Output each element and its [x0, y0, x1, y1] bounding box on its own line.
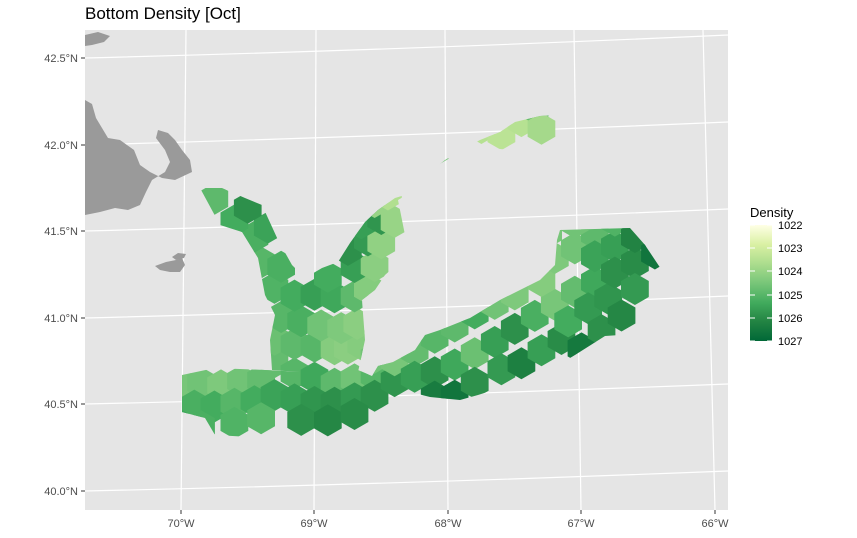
- y-tick-label: 40.0°N: [44, 486, 78, 498]
- grid-lon-68: [444, 30, 449, 510]
- y-tick-label: 42.0°N: [44, 140, 78, 152]
- density-cell: [367, 227, 396, 260]
- x-tick-label: 66°W: [701, 518, 729, 530]
- density-cell: [287, 403, 315, 436]
- legend-colorbar: [750, 225, 772, 341]
- grid-lon-67: [573, 30, 582, 510]
- legend-label: 1027: [778, 336, 802, 348]
- y-tick-label: 41.5°N: [44, 226, 78, 238]
- land-mainland: [85, 100, 192, 215]
- grid-lon-66: [702, 30, 716, 510]
- x-tick-labels: 70°W 69°W 68°W 67°W 66°W: [167, 518, 729, 530]
- y-tick-label: 42.5°N: [44, 53, 78, 65]
- land-north-coast: [85, 32, 110, 46]
- legend-label: 1025: [778, 290, 802, 302]
- grid-lat-41-5: [85, 208, 728, 232]
- legend-label: 1026: [778, 313, 802, 325]
- grid-lat-40-0: [85, 470, 728, 492]
- grid-lat-40-5: [85, 383, 728, 405]
- grid-lat-42-5: [85, 34, 728, 59]
- density-cell: [314, 404, 342, 437]
- density-cell: [621, 273, 649, 305]
- x-tick-label: 68°W: [434, 518, 462, 530]
- density-cell: [340, 398, 369, 430]
- land: [85, 32, 192, 272]
- grid-lon-70: [180, 30, 187, 510]
- legend-label: 1024: [778, 266, 802, 278]
- density-cell: [267, 250, 295, 283]
- legend-title: Density: [750, 205, 794, 220]
- density-cell: [527, 115, 556, 145]
- land-nantucket: [172, 253, 186, 260]
- density-cell: [247, 402, 275, 435]
- legend: Density 1022 1023 1024 1025 1026: [750, 205, 802, 348]
- density-cell: [607, 299, 636, 332]
- x-tick-label: 69°W: [300, 518, 328, 530]
- density-cell: [314, 260, 342, 293]
- y-tick-label: 41.0°N: [44, 313, 78, 325]
- legend-label: 1023: [778, 243, 802, 255]
- density-cell: [220, 406, 249, 437]
- grid-lon-69: [313, 30, 317, 510]
- land-marthas-vineyard: [155, 258, 185, 272]
- graticule: [85, 30, 728, 510]
- x-tick-label: 70°W: [167, 518, 195, 530]
- density-cell: [460, 366, 489, 399]
- x-tick-label: 67°W: [567, 518, 595, 530]
- y-tick-label: 40.5°N: [44, 399, 78, 411]
- axis-ticks: [81, 57, 716, 514]
- legend-label: 1022: [778, 220, 802, 232]
- chart-title: Bottom Density [Oct]: [85, 4, 241, 23]
- y-tick-labels: 42.5°N 42.0°N 41.5°N 41.0°N 40.5°N 40.0°…: [44, 53, 78, 498]
